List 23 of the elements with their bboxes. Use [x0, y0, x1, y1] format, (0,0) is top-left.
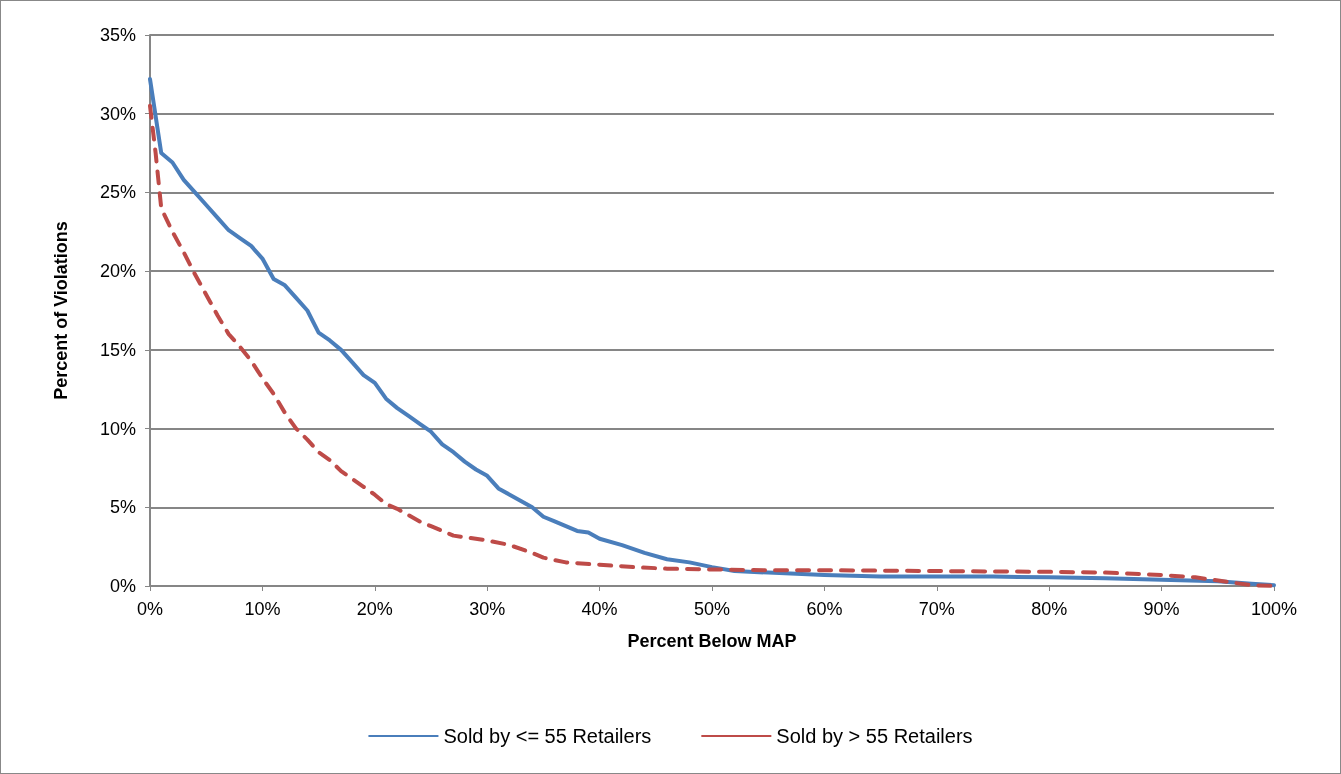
x-tick-label: 90%: [1143, 599, 1180, 619]
y-tick-label: 10%: [99, 418, 136, 439]
x-tick-label: 20%: [356, 599, 393, 619]
legend-label: Sold by > 55 Retailers: [776, 725, 973, 747]
x-tick-label: 70%: [918, 599, 955, 619]
y-tick-label: 0%: [109, 576, 136, 596]
y-tick-label: 20%: [99, 261, 136, 282]
x-tick-label: 0%: [136, 599, 164, 619]
y-axis-title: Percent of Violations: [51, 221, 71, 400]
y-tick-label: 25%: [99, 182, 136, 203]
y-tick-label: 15%: [99, 339, 136, 360]
x-tick-label: 40%: [581, 599, 618, 619]
x-tick-label: 30%: [469, 599, 506, 619]
x-tick-label: 100%: [1250, 599, 1298, 619]
legend-label: Sold by <= 55 Retailers: [443, 725, 652, 747]
y-tick-label: 35%: [99, 25, 136, 45]
y-tick-label: 5%: [109, 497, 136, 518]
x-tick-label: 50%: [693, 599, 731, 619]
x-tick-label: 60%: [806, 599, 843, 619]
x-tick-label: 80%: [1031, 599, 1068, 619]
x-axis-title: Percent Below MAP: [627, 631, 797, 651]
x-tick-label: 10%: [244, 599, 281, 619]
y-tick-label: 30%: [99, 103, 136, 124]
